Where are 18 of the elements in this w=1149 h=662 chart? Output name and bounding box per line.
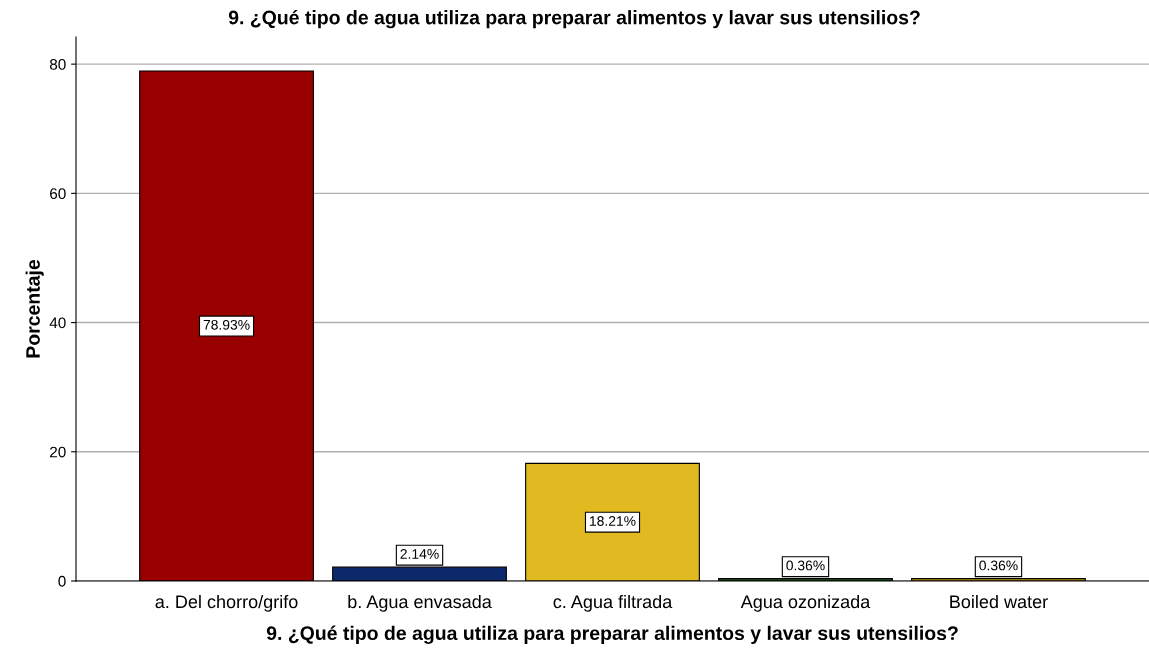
x-tick-label: a. Del chorro/grifo xyxy=(155,594,298,612)
x-tick-label: b. Agua envasada xyxy=(348,594,492,612)
y-tick-label: 60 xyxy=(50,188,66,200)
data-label: 0.36% xyxy=(979,560,1018,571)
data-label: 2.14% xyxy=(400,549,439,559)
data-label: 78.93% xyxy=(203,319,250,330)
x-tick-label: Boiled water xyxy=(950,594,1048,609)
y-tick-label: 80 xyxy=(49,59,66,70)
y-tick-label: 20 xyxy=(50,446,66,458)
data-label: 0.36% xyxy=(786,560,825,571)
y-axis-title: Porcentaje xyxy=(25,259,44,358)
data-label: 18.21% xyxy=(590,516,636,526)
y-tick-label: 40 xyxy=(49,317,66,329)
x-tick-label: c. Agua filtrada xyxy=(553,594,673,612)
chart-title: 9. ¿Qué tipo de agua utiliza para preparar alimentos y lavar sus utensilios? xyxy=(228,9,920,29)
y-tick-label: 0 xyxy=(58,575,66,587)
x-axis-title: 9. ¿Qué tipo de agua utiliza para preparar alimentos y lavar sus utensilios? xyxy=(266,625,958,644)
x-tick-label: Agua ozonizada xyxy=(740,594,871,612)
